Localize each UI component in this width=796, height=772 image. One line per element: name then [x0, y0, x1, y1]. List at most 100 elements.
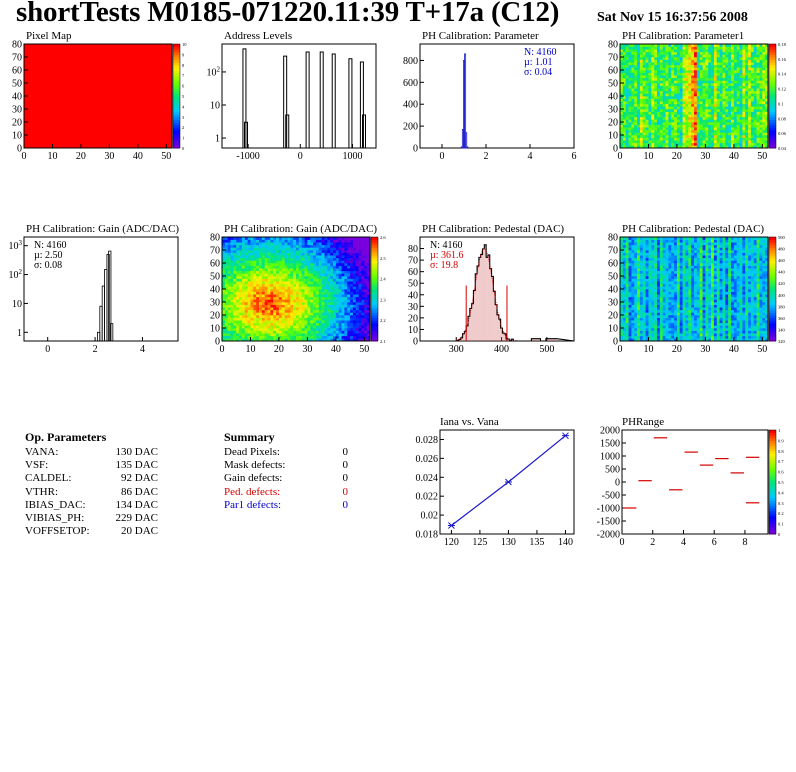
heatmap-cell — [639, 299, 644, 303]
heatmap-cell — [733, 116, 737, 120]
heatmap-cell — [694, 132, 698, 136]
heatmap-cell — [756, 70, 760, 73]
heatmap-cell — [290, 317, 294, 321]
heatmap-cell — [310, 252, 314, 256]
heatmap-cell — [642, 294, 646, 298]
heatmap-cell — [694, 46, 698, 50]
heatmap-cell — [355, 252, 359, 256]
heatmap-cell — [685, 70, 689, 73]
heatmap-cell — [759, 96, 763, 99]
heatmap-cell — [259, 252, 263, 256]
heatmap-cell — [290, 294, 294, 298]
heatmap-cell — [722, 85, 726, 89]
heatmap-cell — [637, 80, 641, 84]
heatmap-cell — [628, 140, 632, 144]
heatmap-cell — [628, 239, 632, 243]
heatmap-cell — [256, 263, 260, 266]
heatmap-cell — [637, 291, 641, 295]
heatmap-cell — [276, 338, 280, 342]
heatmap-cell — [742, 111, 746, 115]
heatmap-cell — [318, 317, 322, 321]
heatmap-cell — [674, 72, 678, 76]
color-scale-step — [769, 49, 776, 53]
histogram-bar — [545, 338, 548, 341]
heatmap-cell — [227, 250, 231, 253]
heatmap-cell — [676, 137, 681, 141]
heatmap-cell — [696, 116, 700, 120]
heatmap-cell — [367, 250, 371, 253]
heatmap-cell — [731, 46, 735, 50]
heatmap-cell — [241, 304, 246, 308]
heatmap-cell — [620, 322, 624, 326]
heatmap-cell — [347, 296, 351, 300]
heatmap-cell — [728, 72, 732, 76]
heatmap-cell — [639, 44, 644, 47]
heatmap-cell — [654, 72, 658, 76]
heatmap-cell — [290, 304, 294, 308]
heatmap-cell — [736, 49, 740, 53]
heatmap-cell — [355, 338, 359, 342]
heatmap-cell — [668, 98, 672, 102]
heatmap-cell — [261, 335, 265, 339]
heatmap-cell — [694, 49, 698, 53]
heatmap-cell — [233, 278, 237, 282]
heatmap-cell — [728, 137, 732, 141]
heatmap-cell — [264, 242, 268, 246]
heatmap-cell — [708, 122, 712, 125]
heatmap-cell — [330, 330, 334, 334]
heatmap-cell — [230, 312, 234, 316]
heatmap-cell — [293, 289, 297, 292]
heatmap-cell — [685, 49, 689, 53]
heatmap-cell — [222, 291, 226, 295]
heatmap-cell — [622, 302, 626, 305]
heatmap-cell — [270, 283, 274, 287]
heatmap-cell — [338, 276, 342, 279]
heatmap-cell — [620, 283, 624, 287]
heatmap-cell — [367, 260, 371, 264]
heatmap-cell — [276, 296, 280, 300]
heatmap-cell — [742, 109, 746, 112]
heatmap-cell — [750, 85, 755, 89]
heatmap-cell — [645, 252, 649, 256]
heatmap-cell — [296, 333, 300, 337]
heatmap-cell — [253, 307, 257, 311]
heatmap-cell — [341, 239, 345, 243]
heatmap-cell — [662, 106, 666, 110]
heatmap-cell — [344, 239, 348, 243]
heatmap-cell — [750, 106, 755, 110]
histogram-bar — [489, 268, 492, 341]
heatmap-cell — [711, 106, 715, 110]
heatmap-cell — [230, 255, 234, 259]
heatmap-cell — [736, 77, 740, 81]
heatmap-cell — [702, 101, 706, 105]
heatmap-cell — [742, 119, 746, 123]
heatmap-cell — [270, 322, 274, 326]
heatmap-cell — [722, 88, 726, 92]
heatmap-cell — [739, 75, 743, 79]
heatmap-cell — [253, 265, 257, 269]
heatmap-cell — [631, 237, 635, 240]
heatmap-cell — [333, 322, 337, 326]
heatmap-cell — [276, 255, 280, 259]
heatmap-cell — [330, 307, 334, 311]
stats-mean: µ: 2.50 — [34, 250, 63, 261]
heatmap-cell — [361, 309, 365, 313]
heatmap-cell — [239, 296, 243, 300]
heatmap-cell — [659, 114, 663, 118]
heatmap-cell — [358, 270, 362, 274]
heatmap-cell — [668, 75, 672, 79]
heatmap-cell — [674, 62, 678, 66]
heatmap-cell — [756, 83, 760, 86]
heatmap-cell — [668, 111, 672, 115]
heatmap-cell — [307, 270, 311, 274]
heatmap-cell — [651, 57, 655, 60]
heatmap-cell — [625, 302, 629, 305]
heatmap-cell — [352, 247, 357, 251]
heatmap-cell — [753, 132, 757, 136]
heatmap-cell — [699, 70, 703, 73]
heatmap-cell — [694, 127, 698, 131]
heatmap-cell — [333, 278, 337, 282]
heatmap-cell — [313, 257, 317, 261]
heatmap-cell — [233, 276, 237, 279]
heatmap-cell — [639, 281, 644, 285]
